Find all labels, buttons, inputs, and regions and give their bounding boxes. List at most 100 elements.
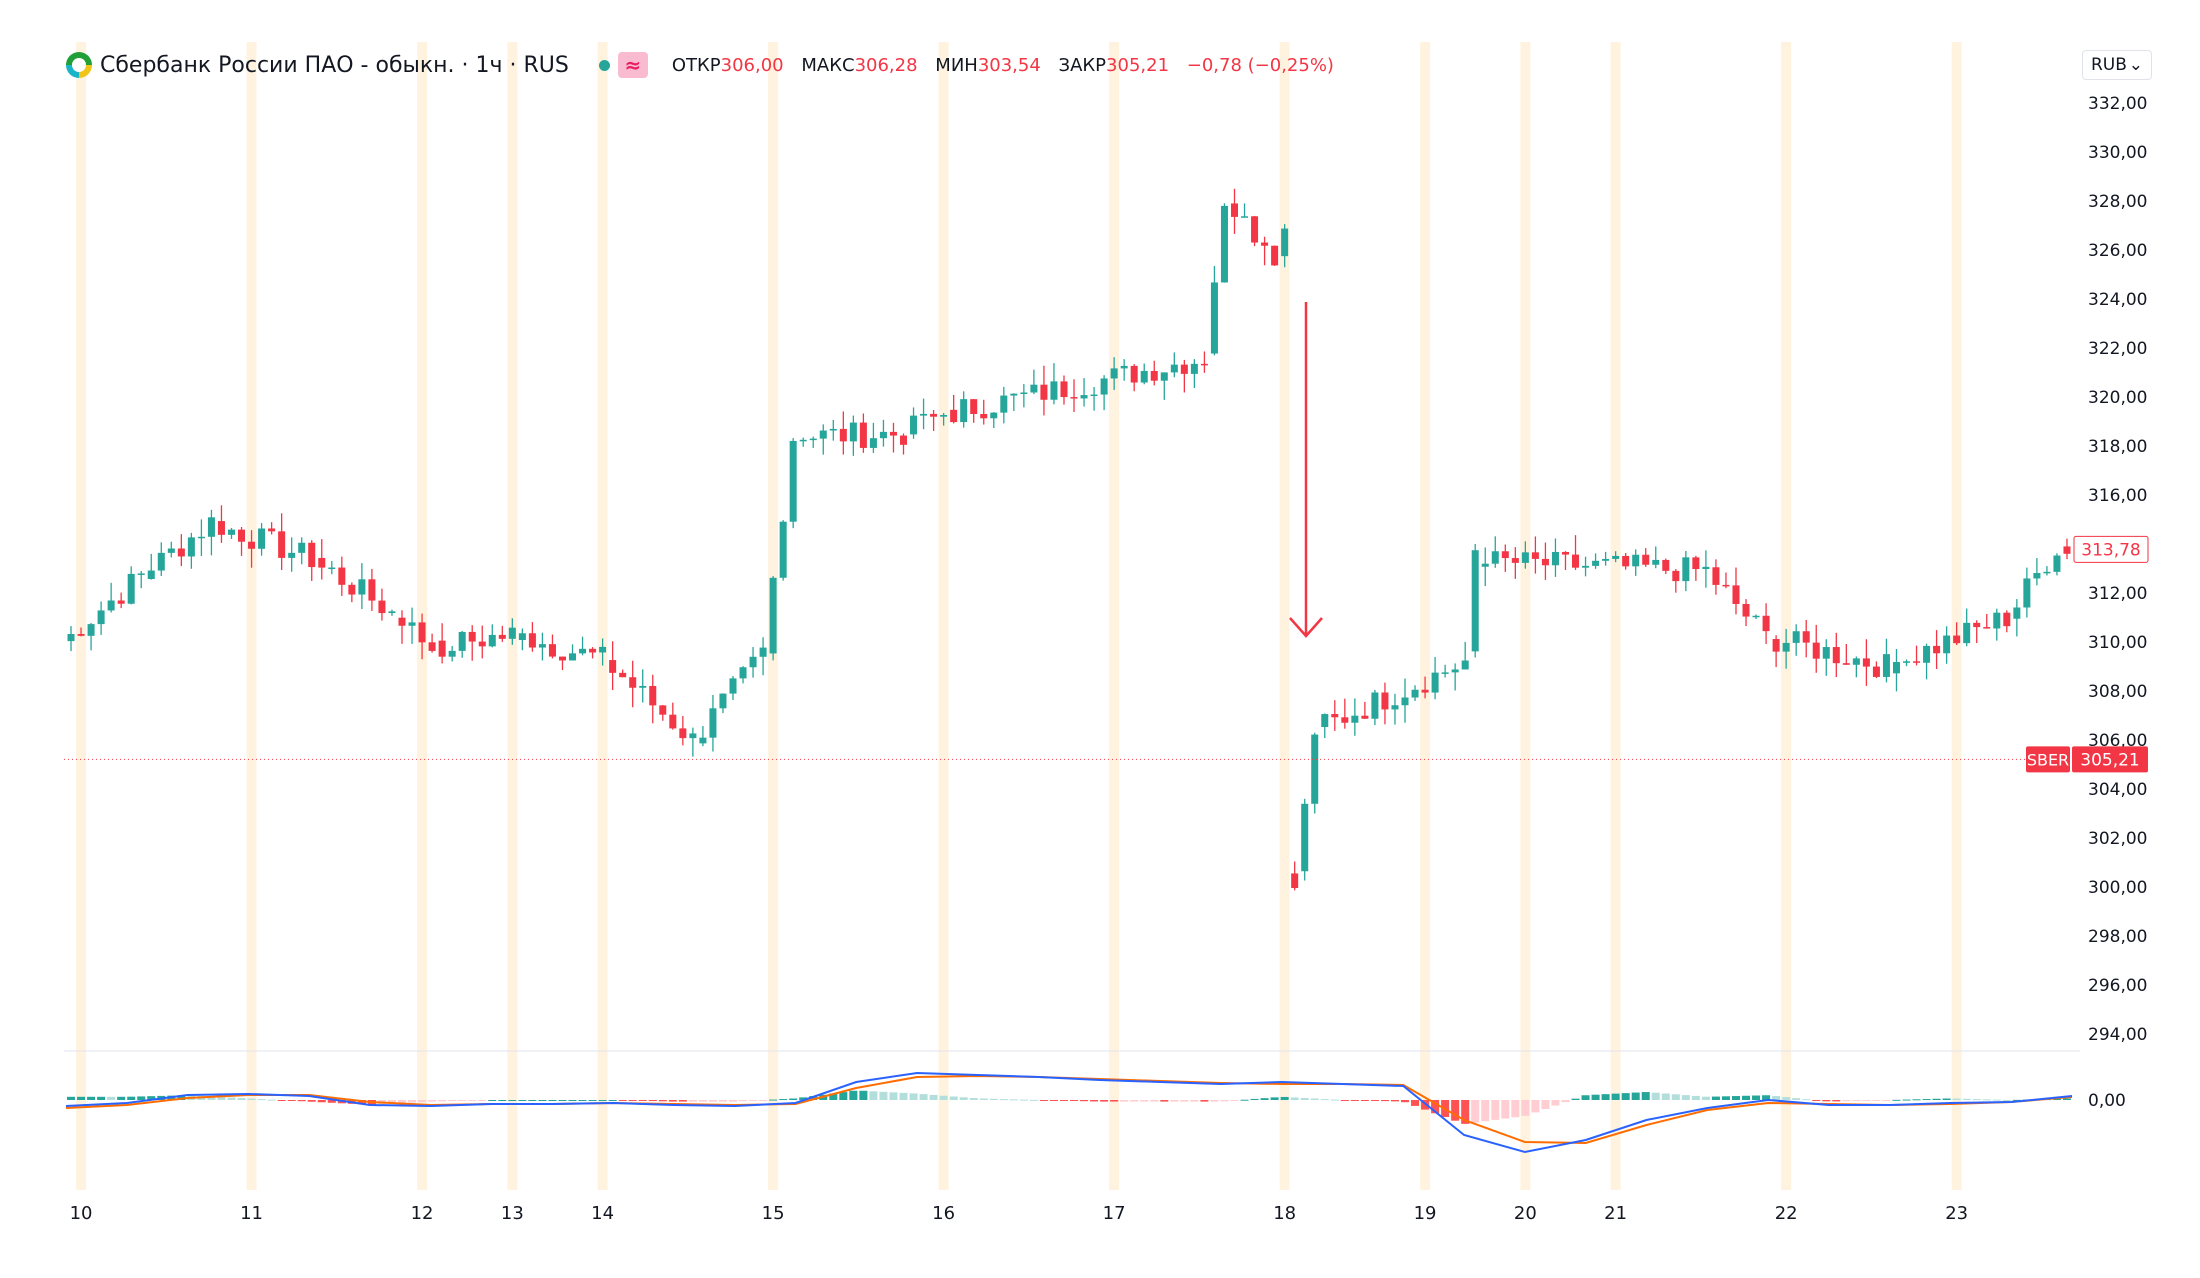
candle [1762, 603, 1770, 644]
candle-body [1491, 551, 1499, 564]
price-tick-label: 298,00 [2088, 927, 2147, 947]
candle [910, 407, 918, 439]
symbol-title[interactable]: Сбербанк России ПАО - обыкн. · 1ч · RUS [100, 52, 569, 78]
macd-histogram-bar [1481, 1100, 1490, 1122]
macd-histogram-bar [1661, 1093, 1670, 1100]
candle-body [1341, 717, 1349, 723]
macd-histogram-bar [297, 1100, 306, 1102]
macd-histogram-bar [1240, 1099, 1249, 1101]
candle [1782, 628, 1790, 669]
candle-body [378, 600, 386, 614]
candle-body [478, 641, 486, 647]
candle [1792, 624, 1800, 656]
time-axis[interactable]: 10 11 12 13 14 15 16 17 18 19 20 21 22 23 [70, 1203, 1969, 1224]
macd-histogram-bar [1360, 1100, 1369, 1101]
currency-selector[interactable]: RUB ⌄ [2082, 50, 2152, 80]
candle [879, 419, 887, 447]
macd-histogram-bar [2012, 1099, 2021, 1101]
prev-price-tag-label: 313,78 [2081, 540, 2140, 560]
candle [1732, 567, 1740, 615]
candles [67, 188, 2071, 891]
macd-histogram-bar [618, 1100, 627, 1101]
candle-body [869, 438, 877, 448]
macd-histogram-bar [518, 1100, 527, 1101]
down-arrow-annotation[interactable] [1289, 302, 1323, 638]
session-band [1109, 42, 1120, 1190]
macd-histogram-bar [1571, 1098, 1580, 1100]
candle [1973, 620, 1981, 644]
candle-body [438, 640, 446, 657]
macd-histogram-bar [889, 1092, 898, 1100]
macd-histogram-bar [1350, 1100, 1359, 1101]
candle-body [669, 714, 677, 729]
candle-body [1762, 615, 1770, 632]
macd-histogram-bar [648, 1100, 657, 1102]
macd-histogram-bar [1992, 1099, 2001, 1101]
candle [990, 412, 998, 429]
price-tick-label: 306,00 [2088, 731, 2147, 751]
candle [1622, 553, 1630, 570]
candle [1772, 635, 1780, 668]
candle-body [1842, 663, 1850, 665]
candle [117, 592, 125, 609]
candle-body [1923, 645, 1931, 663]
candle [1471, 544, 1479, 658]
candle [1491, 536, 1499, 568]
candle [1602, 551, 1610, 566]
candle [1411, 685, 1419, 701]
wave-icon[interactable]: ≈ [617, 52, 648, 78]
candle-body [298, 542, 306, 553]
macd-histogram-bar [127, 1096, 136, 1100]
candle [498, 625, 506, 642]
macd-histogram-bar [1962, 1098, 1971, 1100]
candle-body [709, 708, 717, 738]
candle [1010, 393, 1018, 411]
candle-body [428, 642, 436, 651]
macd-histogram-bar [87, 1096, 96, 1100]
candle [1722, 572, 1730, 589]
candle [1501, 544, 1509, 572]
macd-histogram-bar [1701, 1096, 1710, 1100]
candle [278, 513, 286, 571]
candle [1702, 550, 1710, 588]
candle [749, 647, 757, 678]
candle-body [1421, 689, 1429, 693]
macd-histogram-bar [247, 1098, 256, 1100]
candle-body [1551, 551, 1559, 566]
candle [1872, 661, 1880, 679]
candle [448, 646, 456, 662]
candle-body [859, 422, 867, 448]
macd-histogram-bar [397, 1100, 407, 1104]
candle [699, 725, 707, 747]
macd-histogram-bar [257, 1099, 266, 1101]
candle [950, 395, 958, 424]
candle [569, 644, 577, 661]
price-tick-label: 296,00 [2088, 976, 2147, 996]
macd-histogram-bar [608, 1100, 617, 1101]
candle-body [308, 542, 316, 568]
candle [458, 630, 466, 658]
candle-body [1301, 803, 1309, 872]
candle-body [1742, 603, 1750, 617]
candle-body [1592, 560, 1600, 566]
candle-body [1130, 365, 1138, 383]
price-axis[interactable]: 332,00 330,00 328,00 326,00 324,00 322,00 320,… [2088, 94, 2147, 1111]
last-price-tag-label: 305,21 [2080, 750, 2139, 770]
price-tick-label: 304,00 [2088, 780, 2147, 800]
candle-body [609, 660, 617, 673]
candle-body [1311, 734, 1319, 804]
macd-histogram-bar [1782, 1097, 1791, 1100]
macd-histogram-bar [408, 1100, 417, 1103]
candle [1000, 386, 1008, 424]
candle [77, 627, 85, 637]
candle-body [1170, 364, 1178, 373]
candle [1742, 599, 1750, 627]
candle-body [1210, 282, 1218, 354]
macd-histogram-bar [2062, 1098, 2071, 1100]
market-status-icon[interactable] [598, 59, 610, 71]
candle [348, 582, 356, 603]
macd-histogram-bar [1772, 1096, 1781, 1100]
candle [368, 568, 376, 611]
candle [107, 582, 115, 613]
